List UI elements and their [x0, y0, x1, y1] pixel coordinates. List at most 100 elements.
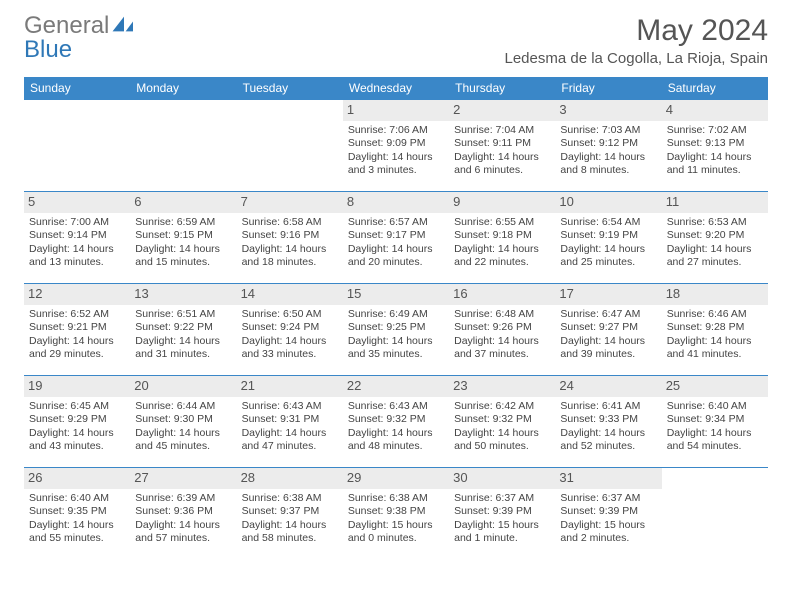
day-info: Sunrise: 6:42 AMSunset: 9:32 PMDaylight:…	[454, 400, 550, 454]
day-number: 1	[343, 100, 449, 121]
calendar-body: 1Sunrise: 7:06 AMSunset: 9:09 PMDaylight…	[24, 100, 768, 556]
day-number: 22	[343, 376, 449, 397]
day-number: 13	[130, 284, 236, 305]
day-number: 28	[237, 468, 343, 489]
day-number: 2	[449, 100, 555, 121]
calendar-day-cell: 1Sunrise: 7:06 AMSunset: 9:09 PMDaylight…	[343, 100, 449, 192]
day-info: Sunrise: 7:02 AMSunset: 9:13 PMDaylight:…	[667, 124, 763, 178]
day-info: Sunrise: 6:46 AMSunset: 9:28 PMDaylight:…	[667, 308, 763, 362]
day-info: Sunrise: 6:53 AMSunset: 9:20 PMDaylight:…	[667, 216, 763, 270]
day-info: Sunrise: 6:44 AMSunset: 9:30 PMDaylight:…	[135, 400, 231, 454]
day-info: Sunrise: 6:45 AMSunset: 9:29 PMDaylight:…	[29, 400, 125, 454]
calendar-day-cell: 7Sunrise: 6:58 AMSunset: 9:16 PMDaylight…	[237, 192, 343, 284]
day-number: 15	[343, 284, 449, 305]
weekday-header: Wednesday	[343, 77, 449, 100]
day-info: Sunrise: 7:00 AMSunset: 9:14 PMDaylight:…	[29, 216, 125, 270]
day-number: 5	[24, 192, 130, 213]
day-info: Sunrise: 6:40 AMSunset: 9:34 PMDaylight:…	[667, 400, 763, 454]
day-info: Sunrise: 6:43 AMSunset: 9:32 PMDaylight:…	[348, 400, 444, 454]
calendar-week-row: 26Sunrise: 6:40 AMSunset: 9:35 PMDayligh…	[24, 468, 768, 556]
day-info: Sunrise: 6:37 AMSunset: 9:39 PMDaylight:…	[454, 492, 550, 546]
calendar-day-cell: 28Sunrise: 6:38 AMSunset: 9:37 PMDayligh…	[237, 468, 343, 556]
calendar-week-row: 5 Sunrise: 7:00 AMSunset: 9:14 PMDaylight…	[24, 192, 768, 284]
weekday-header: Thursday	[449, 77, 555, 100]
day-info: Sunrise: 6:51 AMSunset: 9:22 PMDaylight:…	[135, 308, 231, 362]
calendar-day-cell: 26Sunrise: 6:40 AMSunset: 9:35 PMDayligh…	[24, 468, 130, 556]
day-info: Sunrise: 7:03 AMSunset: 9:12 PMDaylight:…	[560, 124, 656, 178]
day-number: 9	[449, 192, 555, 213]
calendar-day-cell: 9 Sunrise: 6:55 AMSunset: 9:18 PMDaylight…	[449, 192, 555, 284]
day-number: 14	[237, 284, 343, 305]
day-number: 26	[24, 468, 130, 489]
day-number: 21	[237, 376, 343, 397]
day-number: 10	[555, 192, 661, 213]
day-number: 16	[449, 284, 555, 305]
day-number: 4	[662, 100, 768, 121]
calendar-table: SundayMondayTuesdayWednesdayThursdayFrid…	[24, 77, 768, 556]
day-number: 24	[555, 376, 661, 397]
day-number: 30	[449, 468, 555, 489]
calendar-day-cell: 25 Sunrise: 6:40 AMSunset: 9:34 PMDayligh…	[662, 376, 768, 468]
day-number: 20	[130, 376, 236, 397]
location: Ledesma de la Cogolla, La Rioja, Spain	[504, 50, 768, 67]
day-number: 27	[130, 468, 236, 489]
calendar-day-cell: 11Sunrise: 6:53 AMSunset: 9:20 PMDayligh…	[662, 192, 768, 284]
day-info: Sunrise: 6:59 AMSunset: 9:15 PMDaylight:…	[135, 216, 231, 270]
day-info: Sunrise: 6:37 AMSunset: 9:39 PMDaylight:…	[560, 492, 656, 546]
day-info: Sunrise: 6:43 AMSunset: 9:31 PMDaylight:…	[242, 400, 338, 454]
weekday-header: Saturday	[662, 77, 768, 100]
calendar-day-cell: 4 Sunrise: 7:02 AMSunset: 9:13 PMDaylight…	[662, 100, 768, 192]
calendar-day-cell: 19 Sunrise: 6:45 AMSunset: 9:29 PMDayligh…	[24, 376, 130, 468]
day-number: 19	[24, 376, 130, 397]
calendar-day-cell: 15Sunrise: 6:49 AMSunset: 9:25 PMDayligh…	[343, 284, 449, 376]
day-number: 12	[24, 284, 130, 305]
calendar-week-row: 1Sunrise: 7:06 AMSunset: 9:09 PMDaylight…	[24, 100, 768, 192]
calendar-day-cell: 21 Sunrise: 6:43 AMSunset: 9:31 PMDayligh…	[237, 376, 343, 468]
day-number: 25	[662, 376, 768, 397]
weekday-header-row: SundayMondayTuesdayWednesdayThursdayFrid…	[24, 77, 768, 100]
calendar-day-cell: 13 Sunrise: 6:51 AMSunset: 9:22 PMDayligh…	[130, 284, 236, 376]
calendar-week-row: 19 Sunrise: 6:45 AMSunset: 9:29 PMDayligh…	[24, 376, 768, 468]
weekday-header: Tuesday	[237, 77, 343, 100]
logo: GeneralBlue	[24, 14, 137, 62]
day-info: Sunrise: 6:39 AMSunset: 9:36 PMDaylight:…	[135, 492, 231, 546]
calendar-day-cell: 29Sunrise: 6:38 AMSunset: 9:38 PMDayligh…	[343, 468, 449, 556]
calendar-day-cell: 5 Sunrise: 7:00 AMSunset: 9:14 PMDaylight…	[24, 192, 130, 284]
calendar-empty-cell	[130, 100, 236, 192]
day-info: Sunrise: 6:47 AMSunset: 9:27 PMDaylight:…	[560, 308, 656, 362]
day-info: Sunrise: 6:50 AMSunset: 9:24 PMDaylight:…	[242, 308, 338, 362]
calendar-day-cell: 3Sunrise: 7:03 AMSunset: 9:12 PMDaylight…	[555, 100, 661, 192]
calendar-day-cell: 14 Sunrise: 6:50 AMSunset: 9:24 PMDayligh…	[237, 284, 343, 376]
day-info: Sunrise: 6:57 AMSunset: 9:17 PMDaylight:…	[348, 216, 444, 270]
day-number: 29	[343, 468, 449, 489]
calendar-day-cell: 8 Sunrise: 6:57 AMSunset: 9:17 PMDaylight…	[343, 192, 449, 284]
calendar-day-cell: 30 Sunrise: 6:37 AMSunset: 9:39 PMDayligh…	[449, 468, 555, 556]
calendar-day-cell: 20 Sunrise: 6:44 AMSunset: 9:30 PMDayligh…	[130, 376, 236, 468]
calendar-day-cell: 22 Sunrise: 6:43 AMSunset: 9:32 PMDayligh…	[343, 376, 449, 468]
day-number: 8	[343, 192, 449, 213]
calendar-empty-cell	[662, 468, 768, 556]
calendar-day-cell: 2Sunrise: 7:04 AMSunset: 9:11 PMDaylight…	[449, 100, 555, 192]
calendar-day-cell: 16 Sunrise: 6:48 AMSunset: 9:26 PMDayligh…	[449, 284, 555, 376]
day-info: Sunrise: 6:55 AMSunset: 9:18 PMDaylight:…	[454, 216, 550, 270]
logo-text-general: General	[24, 12, 109, 39]
calendar-day-cell: 24 Sunrise: 6:41 AMSunset: 9:33 PMDayligh…	[555, 376, 661, 468]
day-number: 31	[555, 468, 661, 489]
calendar-day-cell: 10 Sunrise: 6:54 AMSunset: 9:19 PMDayligh…	[555, 192, 661, 284]
calendar-empty-cell	[24, 100, 130, 192]
calendar-day-cell: 23Sunrise: 6:42 AMSunset: 9:32 PMDayligh…	[449, 376, 555, 468]
day-info: Sunrise: 6:41 AMSunset: 9:33 PMDaylight:…	[560, 400, 656, 454]
calendar-day-cell: 31 Sunrise: 6:37 AMSunset: 9:39 PMDayligh…	[555, 468, 661, 556]
day-info: Sunrise: 6:54 AMSunset: 9:19 PMDaylight:…	[560, 216, 656, 270]
weekday-header: Monday	[130, 77, 236, 100]
day-info: Sunrise: 6:48 AMSunset: 9:26 PMDaylight:…	[454, 308, 550, 362]
day-number: 17	[555, 284, 661, 305]
weekday-header: Friday	[555, 77, 661, 100]
calendar-day-cell: 17 Sunrise: 6:47 AMSunset: 9:27 PMDayligh…	[555, 284, 661, 376]
calendar-empty-cell	[237, 100, 343, 192]
calendar-week-row: 12Sunrise: 6:52 AMSunset: 9:21 PMDayligh…	[24, 284, 768, 376]
day-info: Sunrise: 6:58 AMSunset: 9:16 PMDaylight:…	[242, 216, 338, 270]
calendar-day-cell: 12Sunrise: 6:52 AMSunset: 9:21 PMDayligh…	[24, 284, 130, 376]
month-title: May 2024	[504, 14, 768, 48]
day-number: 6	[130, 192, 236, 213]
